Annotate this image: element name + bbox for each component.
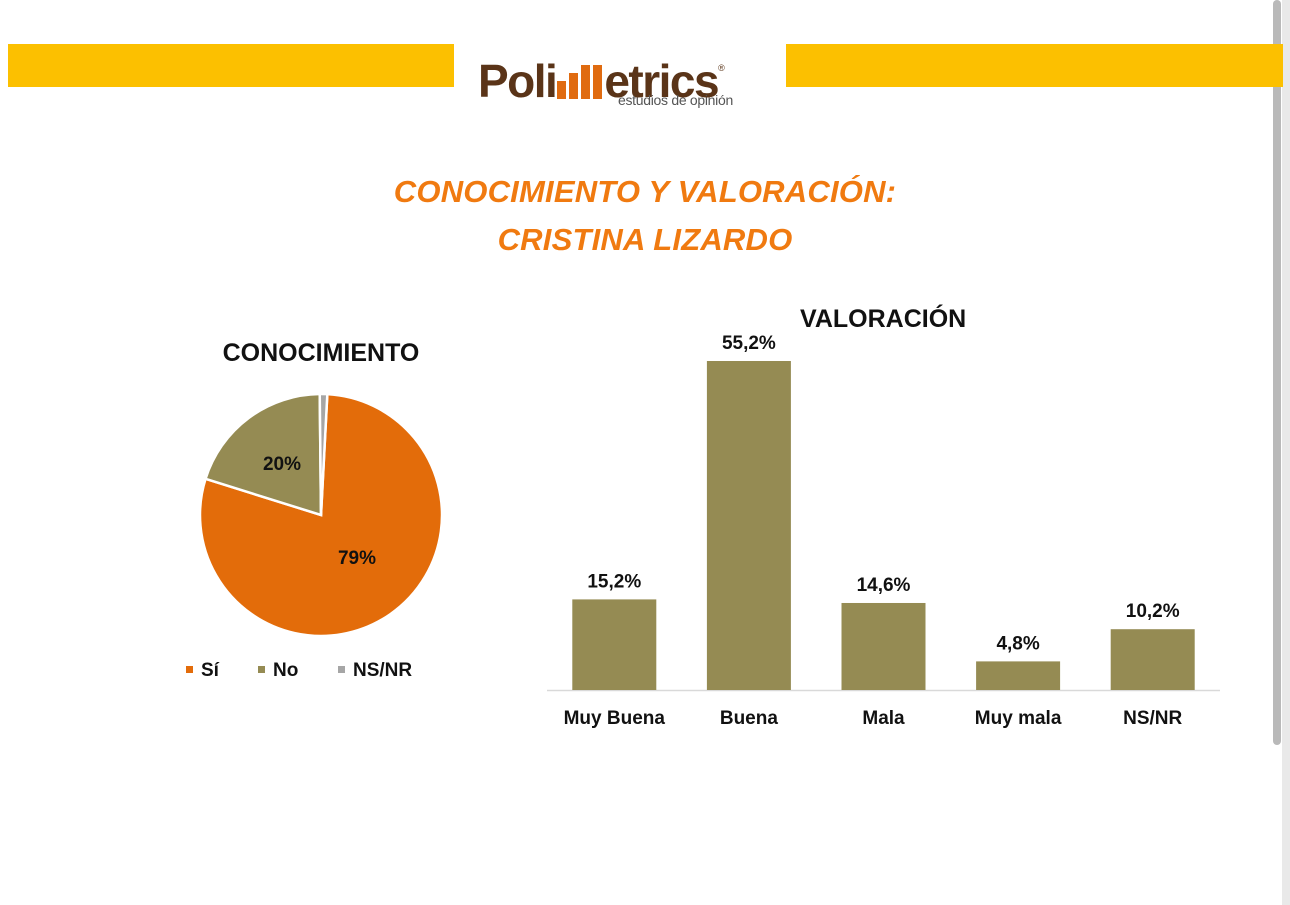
header-band-left <box>8 44 454 87</box>
polimetrics-logo: Poli etrics® estudios de opinión <box>478 40 768 112</box>
legend-swatch <box>186 666 193 673</box>
bar-data-label: 10,2% <box>1126 601 1180 622</box>
bar-chart-icon <box>557 65 603 99</box>
bar-chart-title: VALORACIÓN <box>800 305 967 333</box>
pie-data-label: 20% <box>263 454 301 475</box>
bar-muy-buena <box>572 599 657 690</box>
logo-text-left: Poli <box>478 55 558 107</box>
legend-label: No <box>273 660 299 681</box>
bar-data-label: 15,2% <box>587 571 641 592</box>
legend-item: No <box>258 660 298 682</box>
pie-slice-no <box>203 392 323 517</box>
window-frame-edge <box>1282 0 1290 905</box>
legend-item: NS/NR <box>338 660 412 682</box>
header-band-right <box>786 44 1283 87</box>
bar-mala <box>841 602 926 690</box>
x-tick-label: Muy mala <box>975 708 1062 729</box>
bar-ns-nr <box>1110 629 1195 690</box>
pie-slice-nsnr <box>318 392 329 516</box>
pie-data-label: 79% <box>338 548 376 569</box>
legend-item: Sí <box>186 660 219 682</box>
x-tick-label: NS/NR <box>1123 708 1182 729</box>
logo-text-right: etrics <box>604 55 719 107</box>
bar-buena <box>706 361 791 690</box>
registered-mark: ® <box>718 63 725 73</box>
bar-data-label: 55,2% <box>722 333 776 354</box>
bar-data-label: 14,6% <box>857 575 911 596</box>
bar-data-label: 4,8% <box>996 633 1039 654</box>
logo-tagline: estudios de opinión <box>618 92 733 108</box>
scrollbar-thumb[interactable] <box>1273 0 1281 745</box>
bar-muy-mala <box>976 661 1061 690</box>
page-title-line-1: CONOCIMIENTO Y VALORACIÓN: <box>393 174 897 209</box>
legend-swatch <box>338 666 345 673</box>
legend-label: Sí <box>201 660 219 681</box>
pie-chart-title: CONOCIMIENTO <box>222 339 420 367</box>
logo-wordmark: Poli etrics® <box>478 40 725 109</box>
x-tick-label: Mala <box>862 708 905 729</box>
x-tick-label: Muy Buena <box>564 708 666 729</box>
legend-swatch <box>258 666 265 673</box>
page-title-line-2: CRISTINA LIZARDO <box>497 222 793 257</box>
x-tick-label: Buena <box>720 708 779 729</box>
legend-label: NS/NR <box>353 660 413 681</box>
